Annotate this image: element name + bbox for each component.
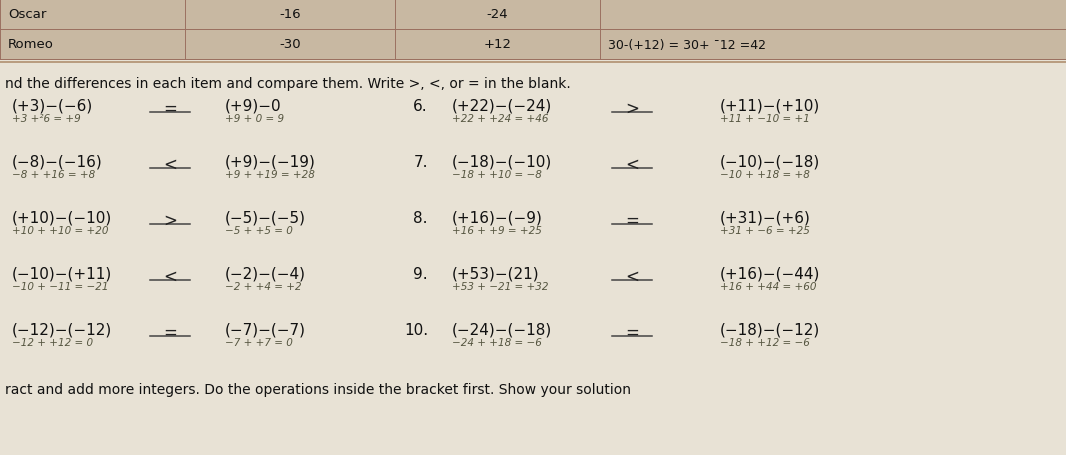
Text: +53 + −21 = +32: +53 + −21 = +32 bbox=[452, 281, 549, 291]
Text: (−7)−(−7): (−7)−(−7) bbox=[225, 322, 306, 337]
Bar bbox=[0, 30, 1066, 60]
Text: (+31)−(+6): (+31)−(+6) bbox=[720, 211, 811, 226]
Text: (−2)−(−4): (−2)−(−4) bbox=[225, 267, 306, 281]
Text: −2 + +4 = +2: −2 + +4 = +2 bbox=[225, 281, 302, 291]
Text: <: < bbox=[625, 156, 639, 174]
Text: −12 + +12 = 0: −12 + +12 = 0 bbox=[12, 337, 93, 347]
Text: +22 + +24 = +46: +22 + +24 = +46 bbox=[452, 114, 549, 124]
Text: =: = bbox=[163, 324, 177, 341]
Text: >: > bbox=[625, 100, 639, 118]
Text: (+9)−0: (+9)−0 bbox=[225, 99, 281, 114]
Text: −10 + −11 = −21: −10 + −11 = −21 bbox=[12, 281, 109, 291]
Text: −8 + +16 = +8: −8 + +16 = +8 bbox=[12, 170, 95, 180]
Text: (−8)−(−16): (−8)−(−16) bbox=[12, 155, 102, 170]
Text: 9.: 9. bbox=[414, 267, 429, 281]
Text: (+16)−(−44): (+16)−(−44) bbox=[720, 267, 821, 281]
Text: +11 + −10 = +1: +11 + −10 = +1 bbox=[720, 114, 810, 124]
Text: −10 + +18 = +8: −10 + +18 = +8 bbox=[720, 170, 810, 180]
Text: <: < bbox=[163, 156, 177, 174]
Text: (−5)−(−5): (−5)−(−5) bbox=[225, 211, 306, 226]
Text: (+3)−(−6): (+3)−(−6) bbox=[12, 99, 93, 114]
Text: −18 + +10 = −8: −18 + +10 = −8 bbox=[452, 170, 542, 180]
Text: 6.: 6. bbox=[414, 99, 429, 114]
Text: +10 + +10 = +20: +10 + +10 = +20 bbox=[12, 226, 109, 236]
Text: >: > bbox=[163, 212, 177, 229]
Text: 7.: 7. bbox=[414, 155, 429, 170]
Text: (−24)−(−18): (−24)−(−18) bbox=[452, 322, 552, 337]
Text: Oscar: Oscar bbox=[9, 9, 47, 21]
Text: (−12)−(−12): (−12)−(−12) bbox=[12, 322, 112, 337]
Text: −5 + +5 = 0: −5 + +5 = 0 bbox=[225, 226, 293, 236]
Text: +9 + +19 = +28: +9 + +19 = +28 bbox=[225, 170, 314, 180]
Text: (+9)−(−19): (+9)−(−19) bbox=[225, 155, 316, 170]
Text: (+53)−(21): (+53)−(21) bbox=[452, 267, 539, 281]
Bar bbox=[0, 0, 1066, 30]
Text: −7 + +7 = 0: −7 + +7 = 0 bbox=[225, 337, 293, 347]
Text: 10.: 10. bbox=[404, 322, 429, 337]
Text: Romeo: Romeo bbox=[9, 38, 54, 51]
Text: +16 + +9 = +25: +16 + +9 = +25 bbox=[452, 226, 542, 236]
Text: −18 + +12 = −6: −18 + +12 = −6 bbox=[720, 337, 810, 347]
Text: 8.: 8. bbox=[414, 211, 429, 226]
Text: (−10)−(−18): (−10)−(−18) bbox=[720, 155, 820, 170]
Text: ract and add more integers. Do the operations inside the bracket first. Show you: ract and add more integers. Do the opera… bbox=[5, 382, 631, 396]
Text: (−18)−(−12): (−18)−(−12) bbox=[720, 322, 820, 337]
Text: +9 + 0 = 9: +9 + 0 = 9 bbox=[225, 114, 285, 124]
Text: (−10)−(+11): (−10)−(+11) bbox=[12, 267, 112, 281]
Text: +3 +²6 = +9: +3 +²6 = +9 bbox=[12, 114, 81, 124]
Text: =: = bbox=[625, 324, 639, 341]
Text: =: = bbox=[625, 212, 639, 229]
Text: <: < bbox=[163, 268, 177, 285]
Text: (+11)−(+10): (+11)−(+10) bbox=[720, 99, 820, 114]
Text: -30: -30 bbox=[279, 38, 301, 51]
Text: =: = bbox=[163, 100, 177, 118]
Text: (+16)−(−9): (+16)−(−9) bbox=[452, 211, 543, 226]
Text: 30-(+12) = 30+ ¯12 =42: 30-(+12) = 30+ ¯12 =42 bbox=[608, 38, 766, 51]
Text: −24 + +18 = −6: −24 + +18 = −6 bbox=[452, 337, 542, 347]
Text: +31 + −6 = +25: +31 + −6 = +25 bbox=[720, 226, 810, 236]
Text: (+22)−(−24): (+22)−(−24) bbox=[452, 99, 552, 114]
Text: nd the differences in each item and compare them. Write >, <, or = in the blank.: nd the differences in each item and comp… bbox=[5, 77, 570, 91]
Text: +12: +12 bbox=[484, 38, 512, 51]
Text: -24: -24 bbox=[487, 9, 508, 21]
Text: -16: -16 bbox=[279, 9, 301, 21]
Text: (−18)−(−10): (−18)−(−10) bbox=[452, 155, 552, 170]
Text: (+10)−(−10): (+10)−(−10) bbox=[12, 211, 112, 226]
Text: <: < bbox=[625, 268, 639, 285]
Text: +16 + +44 = +60: +16 + +44 = +60 bbox=[720, 281, 817, 291]
